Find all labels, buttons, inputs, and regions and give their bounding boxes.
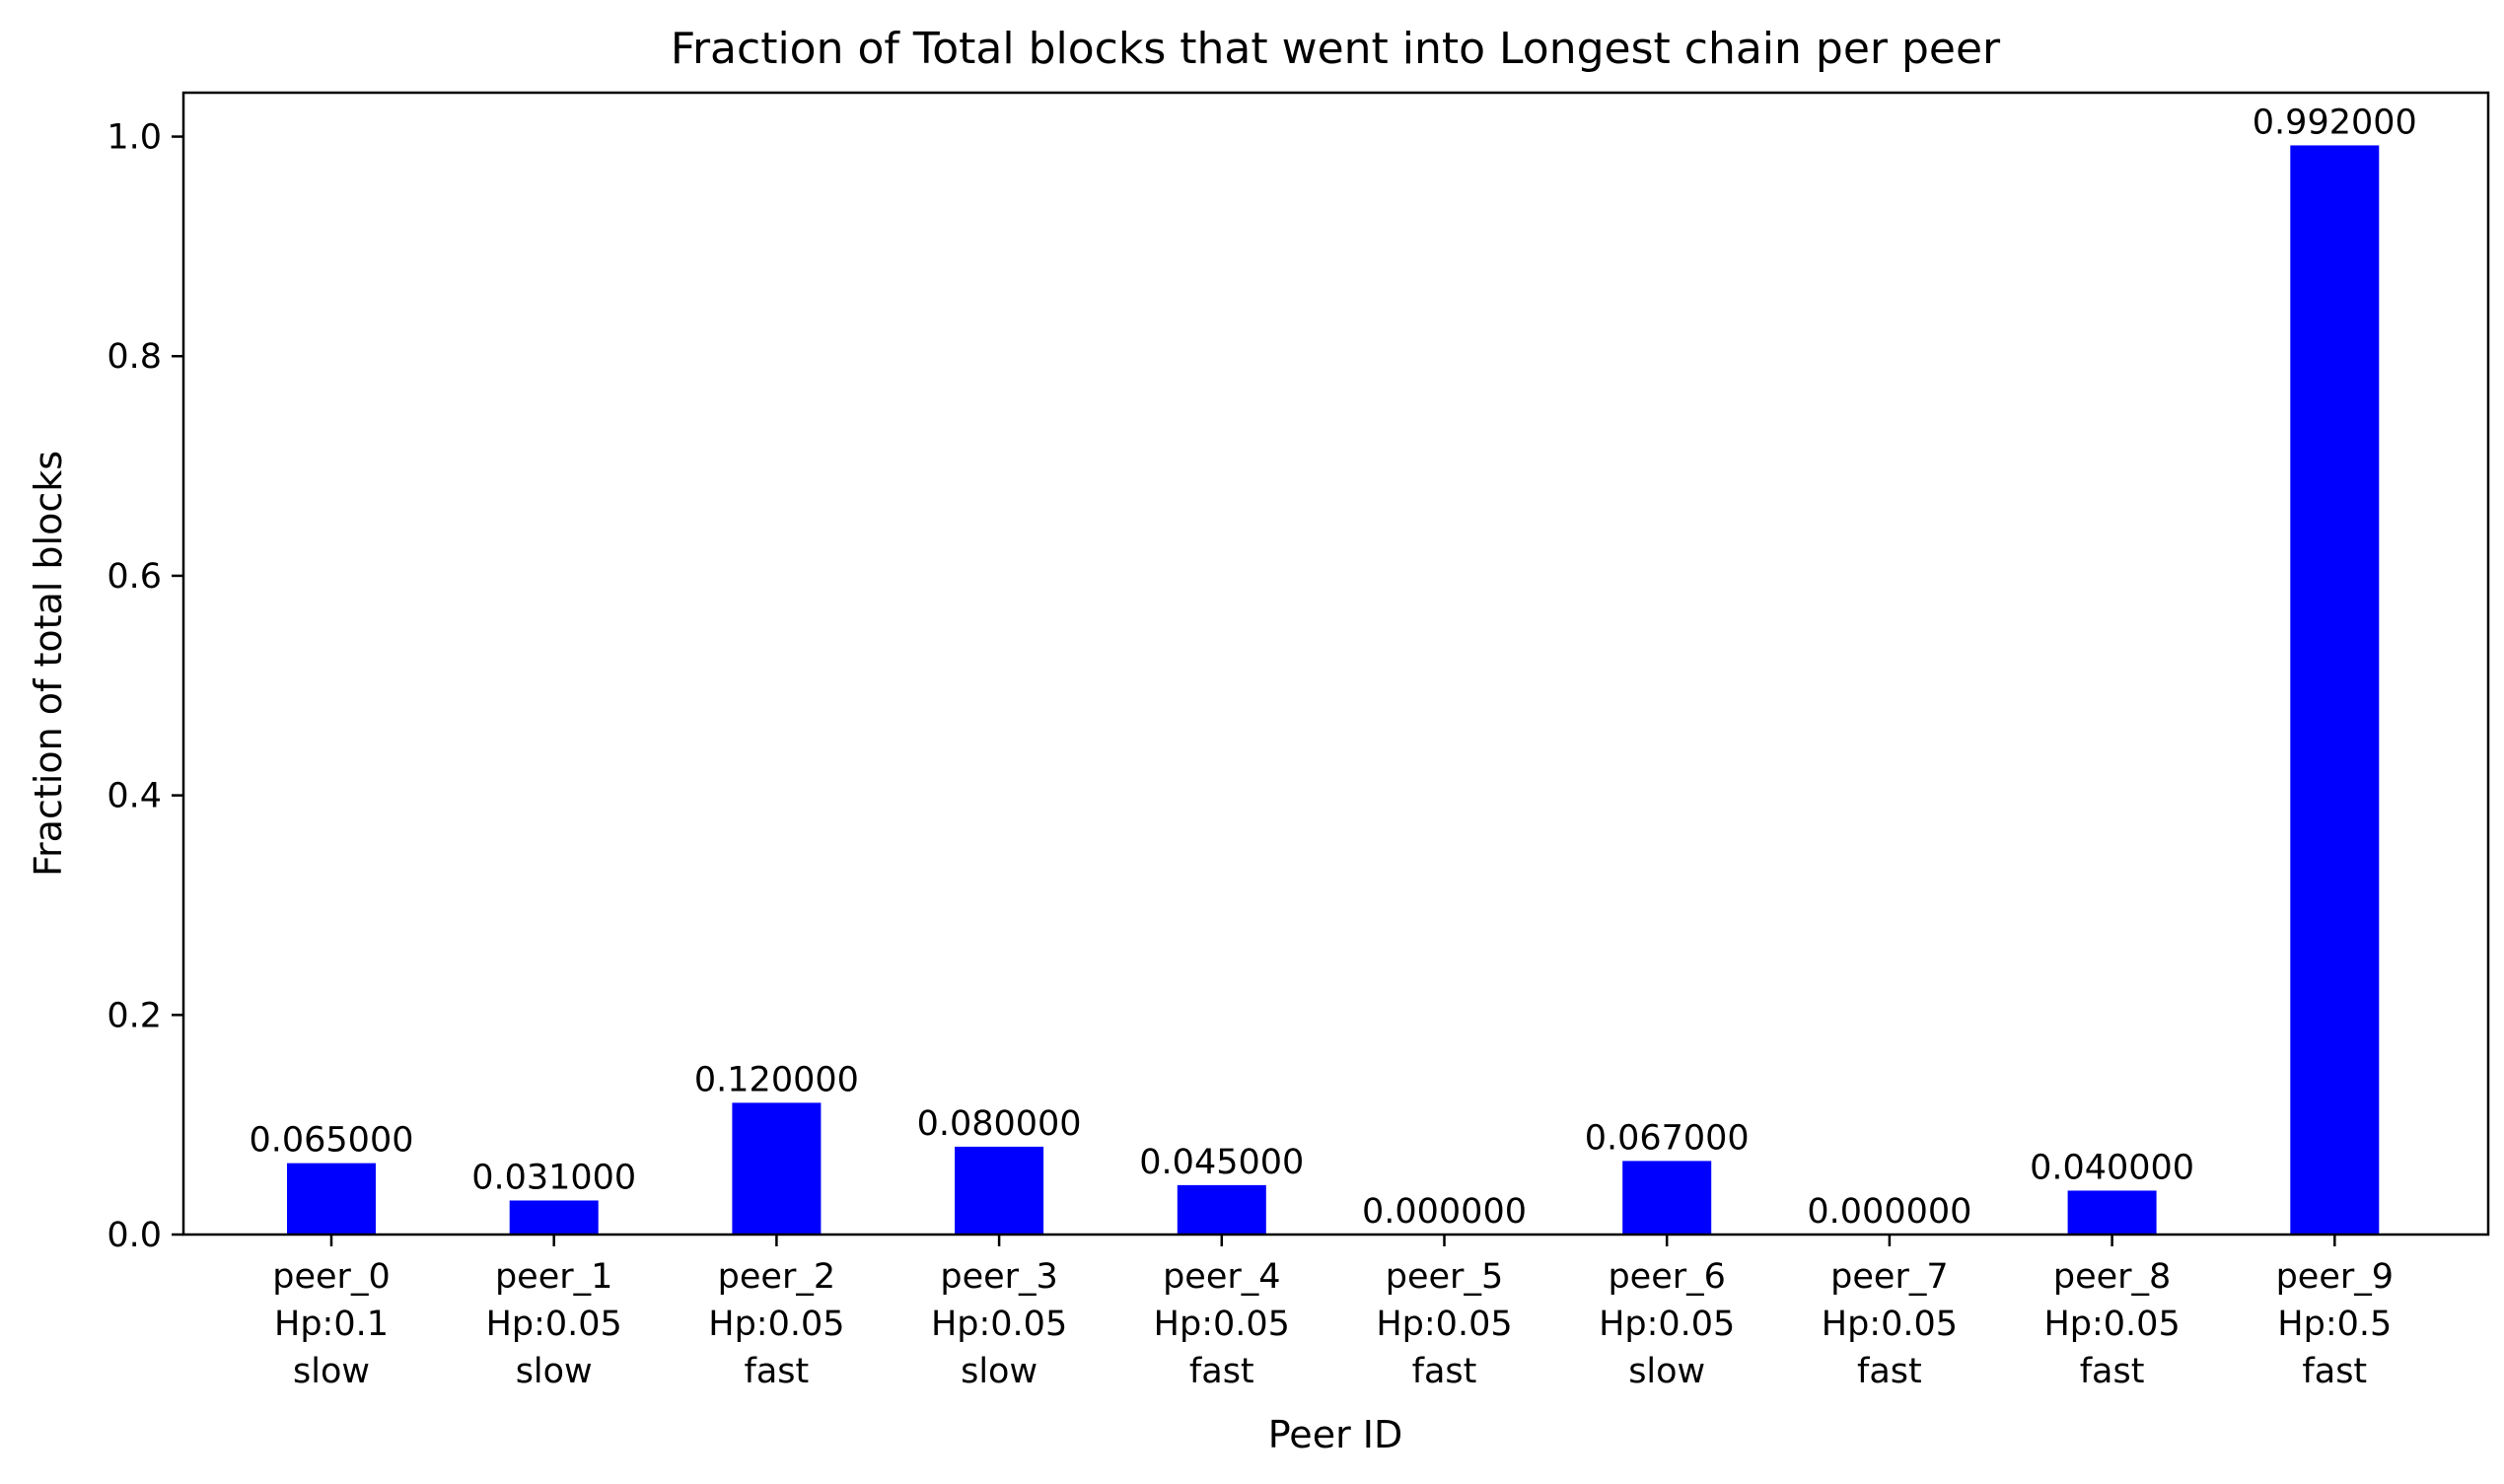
x-tick-label-4-line-2: fast <box>1189 1352 1254 1391</box>
x-tick-label-2-line-1: Hp:0.05 <box>708 1305 844 1344</box>
bar-6 <box>1622 1161 1712 1235</box>
bar-value-label-6: 0.067000 <box>1585 1118 1750 1158</box>
y-tick-label-4: 0.8 <box>107 337 162 377</box>
bar-value-label-3: 0.080000 <box>917 1104 1082 1144</box>
bar-9 <box>2290 145 2380 1235</box>
x-tick-label-6-line-2: slow <box>1628 1352 1705 1391</box>
x-axis-ticks: peer_0 Hp:0.1 slow peer_1 Hp:0.05 slow peer_2 H… <box>272 1235 2394 1391</box>
y-tick-label-0: 0.0 <box>107 1216 162 1255</box>
bar-labels-group: 0.065000 0.031000 0.120000 0.080000 0.045000… <box>249 103 2416 1232</box>
x-tick-label-3-line-1: Hp:0.05 <box>931 1305 1067 1344</box>
bar-value-label-7: 0.000000 <box>1807 1192 1971 1232</box>
x-tick-label-7-line-2: fast <box>1857 1352 1922 1391</box>
bar-value-label-9: 0.992000 <box>2253 103 2417 142</box>
y-axis-ticks: 0.0 0.2 0.4 0.6 0.8 1.0 <box>107 118 183 1255</box>
x-tick-label-3-line-0: peer_3 <box>940 1257 1057 1297</box>
x-tick-label-5-line-1: Hp:0.05 <box>1376 1305 1512 1344</box>
bar-value-label-0: 0.065000 <box>249 1121 413 1161</box>
y-tick-label-5: 1.0 <box>107 118 162 158</box>
x-tick-label-0-line-2: slow <box>293 1352 370 1391</box>
y-tick-label-3: 0.6 <box>107 557 162 597</box>
bar-value-label-2: 0.120000 <box>694 1060 859 1099</box>
x-tick-label-9-line-1: Hp:0.5 <box>2277 1305 2392 1344</box>
x-tick-label-3-line-2: slow <box>961 1352 1037 1391</box>
x-tick-label-6-line-1: Hp:0.05 <box>1599 1305 1735 1344</box>
x-tick-label-2-line-0: peer_2 <box>718 1257 835 1297</box>
x-tick-label-1-line-1: Hp:0.05 <box>486 1305 622 1344</box>
bar-1 <box>509 1200 599 1235</box>
bar-8 <box>2067 1190 2157 1235</box>
bar-2 <box>732 1102 822 1235</box>
x-tick-label-6-line-0: peer_6 <box>1608 1257 1725 1297</box>
x-axis-label: Peer ID <box>1268 1413 1403 1456</box>
bar-0 <box>287 1163 376 1235</box>
bar-value-label-1: 0.031000 <box>471 1158 636 1197</box>
x-tick-label-7-line-0: peer_7 <box>1830 1257 1948 1297</box>
bars-group <box>287 145 2380 1235</box>
bar-value-label-8: 0.040000 <box>2030 1148 2194 1187</box>
plot-frame <box>181 91 2490 1237</box>
chart-title: Fraction of Total blocks that went into … <box>671 24 2001 74</box>
x-tick-label-1-line-2: slow <box>516 1352 593 1391</box>
x-tick-label-8-line-0: peer_8 <box>2053 1257 2171 1297</box>
y-axis-label: Fraction of total blocks <box>27 451 70 877</box>
y-tick-label-1: 0.2 <box>107 996 162 1035</box>
x-tick-label-7-line-1: Hp:0.05 <box>1822 1305 1958 1344</box>
x-tick-label-0-line-0: peer_0 <box>272 1257 390 1297</box>
x-tick-label-5-line-0: peer_5 <box>1386 1257 1503 1297</box>
x-tick-label-8-line-2: fast <box>2080 1352 2145 1391</box>
x-tick-label-4-line-1: Hp:0.05 <box>1154 1305 1290 1344</box>
bar-value-label-5: 0.000000 <box>1362 1192 1527 1232</box>
x-tick-label-9-line-0: peer_9 <box>2276 1257 2394 1297</box>
x-tick-label-4-line-0: peer_4 <box>1163 1257 1280 1297</box>
x-tick-label-8-line-1: Hp:0.05 <box>2043 1305 2180 1344</box>
x-tick-label-1-line-0: peer_1 <box>495 1257 612 1297</box>
x-tick-label-2-line-2: fast <box>745 1352 810 1391</box>
y-tick-label-2: 0.4 <box>107 777 162 816</box>
x-tick-label-9-line-2: fast <box>2302 1352 2367 1391</box>
x-tick-label-5-line-2: fast <box>1412 1352 1477 1391</box>
bar-4 <box>1177 1184 1266 1235</box>
x-tick-label-0-line-1: Hp:0.1 <box>274 1305 389 1344</box>
bar-value-label-4: 0.045000 <box>1139 1143 1304 1182</box>
bar-3 <box>955 1146 1044 1235</box>
